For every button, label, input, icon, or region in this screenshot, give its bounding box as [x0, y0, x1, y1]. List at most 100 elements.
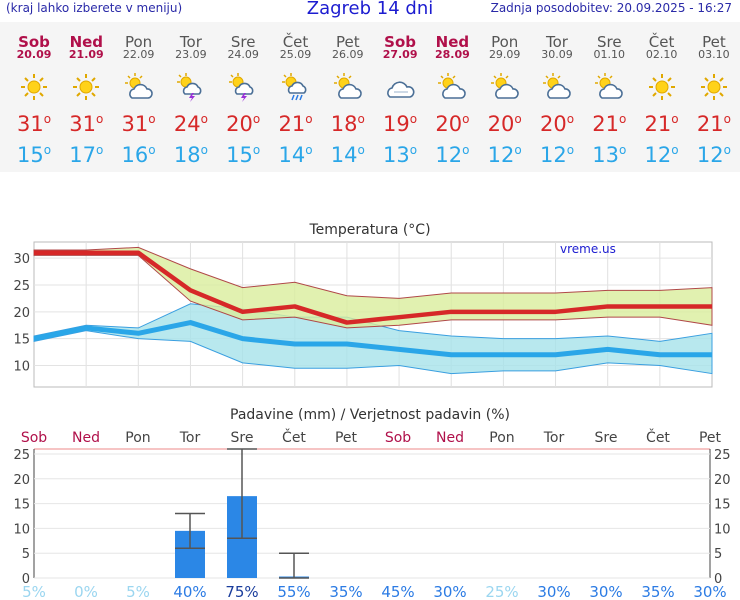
sun-rain-icon: [281, 73, 306, 101]
day-date: 02.10: [645, 48, 678, 61]
precipitation-probability: 45%: [381, 583, 414, 600]
min-temperature: 13o: [383, 143, 418, 167]
y-tick-label-right: 5: [714, 547, 722, 562]
day-name: Sob: [18, 33, 50, 51]
max-temperature: 31o: [16, 112, 52, 136]
min-temperature: 14o: [330, 143, 365, 167]
cloud-icon: [387, 81, 415, 98]
header: (kraj lahko izberete v meniju) Zagreb 14…: [0, 0, 740, 22]
min-temperature: 14o: [278, 143, 313, 167]
day-name: Pon: [124, 33, 153, 51]
day-axis-label: Ned: [436, 430, 464, 446]
y-tick-label-left: 5: [22, 547, 30, 562]
max-temperature: 20o: [226, 112, 261, 136]
sun-cloud-icon: [124, 73, 153, 99]
precipitation-probability: 0%: [74, 583, 98, 600]
day-date: 25.09: [279, 48, 312, 61]
day-axis-label: Pon: [489, 430, 514, 446]
day-axis-label: Tor: [543, 430, 565, 446]
min-temperature: 15o: [226, 143, 261, 167]
sun-cloud-icon: [595, 73, 624, 99]
day-name: Sre: [597, 33, 622, 51]
min-temperature-line: [33, 320, 712, 358]
forecast-day: Sob 20.09 31o 15o: [8, 22, 60, 172]
daily-forecast-strip: Sob 20.09 31o 15o Ned 21.09 31o 17o Pon 22.09 31o 1…: [0, 22, 740, 172]
y-tick-label: 15: [13, 333, 30, 348]
temperature-chart: Temperatura (°C) 10 15 20 25 30 vreme.us: [13, 222, 713, 388]
day-axis-label: Čet: [282, 428, 306, 446]
max-temperature: 21o: [592, 112, 627, 136]
sun-icon: [73, 74, 100, 100]
max-temperature: 18o: [330, 112, 365, 136]
forecast-day: Sob 27.09 19o 13o: [374, 22, 426, 172]
precipitation-probability: 25%: [485, 583, 518, 600]
day-axis-label: Pon: [125, 430, 150, 446]
precipitation-probability: 30%: [433, 583, 466, 600]
min-temperature: 15o: [16, 143, 52, 167]
max-temperature: 19o: [383, 112, 418, 136]
max-temperature: 20o: [539, 112, 575, 136]
max-temperature-line: [34, 250, 712, 325]
precipitation-probability: 30%: [537, 583, 570, 600]
precipitation-chart-title: Padavine (mm) / Verjetnost padavin (%): [230, 407, 510, 423]
day-date: 01.10: [593, 48, 626, 61]
day-axis-label: Sre: [231, 430, 254, 446]
day-date: 03.10: [698, 48, 730, 61]
day-name: Ned: [435, 33, 470, 51]
temperature-chart-title: Temperatura (°C): [308, 222, 430, 238]
y-tick-label-right: 0: [714, 572, 722, 587]
day-name: Sre: [230, 33, 256, 51]
day-axis-label: Pet: [335, 430, 358, 446]
max-temperature: 21o: [278, 112, 313, 136]
y-tick-label: 10: [13, 360, 30, 375]
max-temperature-range: [33, 246, 713, 329]
forecast-day: Ned 21.09 31o 17o: [60, 22, 112, 172]
forecast-day: Čet 25.09 21o 14o: [270, 22, 322, 172]
precipitation-probability: 5%: [126, 583, 150, 600]
day-axis-label: Sob: [385, 430, 411, 446]
precipitation-probability: 5%: [22, 583, 46, 600]
sun-icon: [700, 74, 727, 100]
day-name: Pet: [335, 33, 360, 51]
y-tick-label-left: 10: [13, 522, 30, 537]
forecast-day: Pet 03.10 21o 12o: [688, 22, 740, 172]
sun-cloud-icon: [333, 73, 362, 99]
max-temperature: 31o: [121, 112, 156, 136]
day-name: Pet: [702, 33, 726, 51]
precipitation-probability: 75%: [225, 583, 258, 600]
location-menu-hint[interactable]: (kraj lahko izberete v meniju): [6, 1, 183, 15]
forecast-day: Ned 28.09 20o 12o: [426, 22, 478, 172]
sun-icon: [21, 74, 47, 100]
max-temperature: 20o: [487, 112, 522, 136]
y-tick-label: 25: [13, 279, 30, 294]
day-name: Tor: [179, 33, 202, 51]
forecast-day: Čet 02.10 21o 12o: [636, 22, 688, 172]
y-tick-label-left: 0: [22, 572, 30, 587]
precipitation-probability: 35%: [641, 583, 674, 600]
day-date: 22.09: [122, 48, 155, 61]
max-temperature: 21o: [644, 112, 679, 136]
day-axis-label: Ned: [72, 430, 100, 446]
y-tick-label-left: 20: [13, 473, 30, 488]
y-tick-label-right: 25: [714, 448, 731, 463]
min-temperature: 12o: [435, 143, 470, 167]
precipitation-probability: 40%: [173, 583, 206, 600]
forecast-day: Sre 24.09 20o 15o: [217, 22, 269, 172]
min-temperature: 18o: [173, 143, 208, 167]
y-tick-label-right: 10: [714, 522, 731, 537]
min-temperature: 17o: [69, 143, 104, 167]
sun-cloud-icon: [490, 73, 519, 99]
y-tick-label-left: 15: [13, 498, 30, 513]
min-temperature: 12o: [696, 143, 731, 167]
day-date: 21.09: [68, 48, 104, 61]
forecast-day: Tor 30.09 20o 12o: [531, 22, 583, 172]
forecast-day: Pon 29.09 20o 12o: [479, 22, 531, 172]
precipitation-probability: 55%: [277, 583, 310, 600]
watermark: vreme.us: [560, 242, 616, 256]
sun-cloud-icon: [543, 73, 571, 99]
y-tick-label-right: 15: [714, 498, 731, 513]
max-temperature: 21o: [696, 112, 731, 136]
day-axis-label: Sre: [595, 430, 618, 446]
max-temperature: 31o: [69, 112, 104, 136]
y-tick-label-left: 25: [13, 448, 30, 463]
